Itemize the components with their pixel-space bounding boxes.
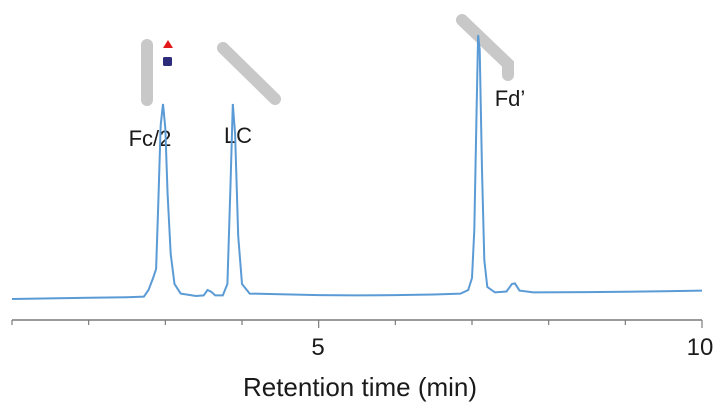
- fc-blue-square-icon: [163, 57, 172, 66]
- peak-label-fc: Fc/2: [129, 126, 172, 151]
- x-axis-ticks: [11, 320, 703, 328]
- fc-fragment-icon: [141, 39, 173, 106]
- x-tick-label-10: 10: [687, 334, 714, 361]
- fd-fragment-icon: [456, 14, 514, 81]
- fc-red-triangle-icon: [163, 40, 173, 48]
- series-line: [11, 34, 703, 300]
- x-tick-label-5: 5: [311, 334, 324, 361]
- peak-label-lc: LC: [224, 123, 252, 148]
- fd-bar: [456, 14, 514, 81]
- light-chain-icon: [217, 42, 281, 105]
- lc-bar: [217, 42, 281, 105]
- peak-label-fd: Fd’: [495, 86, 526, 111]
- x-axis-title: Retention time (min): [243, 372, 477, 402]
